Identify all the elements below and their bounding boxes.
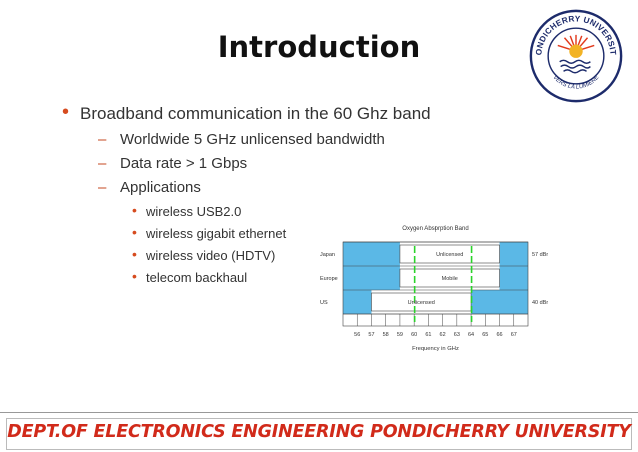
bullet-text: Broadband communication in the 60 Ghz ba… — [80, 104, 431, 123]
sub-sub-bullet-text: wireless video (HDTV) — [146, 248, 276, 263]
x-tick-label: 65 — [482, 332, 488, 338]
bullet-dot-icon: • — [132, 224, 137, 240]
sun-rays-icon — [557, 34, 595, 58]
band-label: Mobile — [442, 276, 458, 282]
footer-frame — [6, 418, 632, 450]
spectrum-grid — [342, 241, 529, 327]
allocated-band-cell — [399, 268, 500, 288]
x-tick-label: 66 — [496, 332, 502, 338]
spectrum-cells — [343, 242, 528, 314]
blocked-band-cell — [499, 266, 528, 290]
sub-sub-bullet-text: wireless USB2.0 — [146, 204, 242, 219]
region-label: Europe — [320, 276, 338, 282]
sub-bullet-text: Worldwide 5 GHz unlicensed bandwidth — [120, 131, 385, 148]
sub-sub-bullet-text: wireless gigabit ethernet — [146, 226, 287, 241]
sub-sub-bullet-text: telecom backhaul — [146, 270, 248, 285]
x-tick-label: 58 — [383, 332, 389, 338]
x-axis-label: Frequency in GHz — [412, 346, 459, 352]
power-label: 57 dBm — [532, 252, 548, 258]
bullet-dot-icon: • — [132, 268, 137, 284]
x-tick-label: 59 — [397, 332, 403, 338]
x-tick-label: 61 — [425, 332, 431, 338]
x-tick-label: 60 — [411, 332, 417, 338]
bullet-dot-icon: • — [62, 101, 70, 123]
blocked-band-cell — [499, 242, 528, 266]
dash-icon: – — [98, 179, 107, 196]
x-tick-label: 63 — [454, 332, 460, 338]
blocked-band-cell — [343, 242, 400, 266]
bullet-dot-icon: • — [132, 202, 137, 218]
blocked-band-cell — [343, 290, 372, 314]
blocked-band-cell — [471, 290, 528, 314]
allocated-band-cell — [399, 244, 500, 264]
band-label: Unlicensed — [436, 252, 463, 258]
x-tick-label: 62 — [440, 332, 446, 338]
slide-title: Introduction — [217, 30, 421, 64]
spectrum-text: Oxygen Absorption Band Japan Unlicensed 57 … — [320, 226, 548, 352]
footer-text: DEPT.OF ELECTRONICS ENGINEERING PONDICHE… — [7, 422, 631, 442]
sub-bullet-text: Applications — [120, 179, 201, 196]
footer-divider — [0, 412, 638, 413]
x-tick-label: 57 — [368, 332, 374, 338]
sub-bullet-text: Data rate > 1 Gbps — [120, 155, 248, 172]
band-label: Unlicensed — [408, 300, 435, 306]
power-label: 40 dBm — [532, 300, 548, 306]
region-label: US — [320, 300, 328, 306]
waves-icon — [559, 59, 591, 74]
x-tick-label: 64 — [468, 332, 474, 338]
x-tick-label: 67 — [511, 332, 517, 338]
dash-icon: – — [98, 155, 107, 172]
dash-icon: – — [98, 131, 107, 148]
blocked-band-cell — [343, 266, 400, 290]
region-label: Japan — [320, 252, 335, 258]
spectrum-allocation-figure: Oxygen Absorption Band Japan Unlicensed 57 … — [320, 226, 548, 352]
spectrum-title: Oxygen Absorption Band — [402, 226, 468, 232]
spectrum-markers — [413, 226, 473, 322]
plot-frame — [342, 241, 529, 327]
university-logo: PONDICHERRY UNIVERSITY VERS LA LUMIERE — [528, 8, 623, 103]
x-tick-label: 56 — [354, 332, 360, 338]
bullet-dot-icon: • — [132, 246, 137, 262]
